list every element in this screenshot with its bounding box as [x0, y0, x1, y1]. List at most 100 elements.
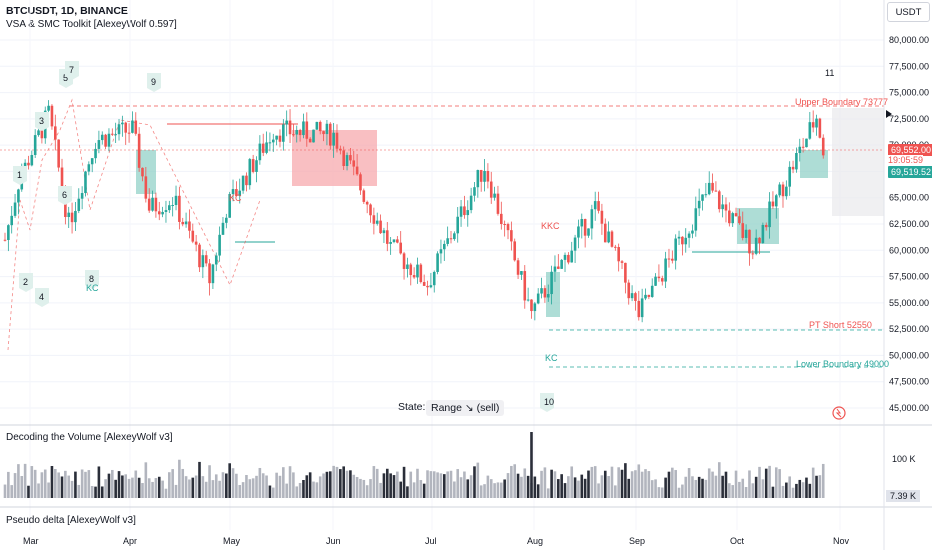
volume-bar: [731, 485, 734, 498]
time-axis[interactable]: Mar Apr May Jun Jul Aug Sep Oct Nov: [23, 536, 850, 546]
candle-body: [674, 238, 677, 261]
wave-label: 4: [39, 292, 44, 302]
volume-bar: [412, 482, 416, 498]
candle-body: [385, 230, 389, 244]
candle-body: [580, 218, 584, 227]
volume-bar: [70, 480, 74, 498]
candle-body: [214, 255, 218, 265]
volume-bar: [248, 479, 252, 498]
volume-bar: [10, 485, 14, 498]
volume-bar: [97, 466, 101, 498]
volume-bar: [271, 487, 275, 498]
candle-body: [774, 195, 778, 207]
volume-bar: [664, 477, 667, 498]
candle-body: [7, 225, 10, 240]
alert-icon[interactable]: [832, 406, 846, 420]
x-tick-label: Aug: [527, 536, 543, 546]
volume-bar: [597, 483, 600, 498]
volume-bar: [131, 477, 134, 498]
currency-selector[interactable]: USDT: [887, 2, 930, 22]
wave-label: 3: [39, 116, 44, 126]
candle-body: [131, 120, 134, 133]
wave-label: 7: [69, 65, 74, 75]
volume-bar: [583, 478, 587, 498]
volume-bar: [292, 472, 295, 498]
candle-body: [493, 193, 496, 198]
candle-body: [647, 294, 651, 297]
candle-body: [570, 250, 574, 263]
candle-body: [157, 211, 161, 215]
boundary-arrow-icon: [886, 110, 892, 118]
candle-body: [758, 237, 761, 244]
candle-body: [362, 190, 366, 202]
wave-label: 2: [23, 277, 28, 287]
volume-bar: [201, 476, 205, 498]
volume-bar: [261, 473, 265, 498]
volume-bar: [225, 473, 228, 498]
volume-bar: [771, 486, 775, 498]
candle-body: [151, 197, 154, 211]
volume-bar: [523, 468, 527, 498]
candle-body: [657, 276, 661, 279]
volume-bar: [764, 468, 768, 498]
candle-body: [811, 122, 815, 128]
volume-bar: [691, 476, 694, 498]
chart-symbol-title: BTCUSDT, 1D, BINANCE: [6, 5, 128, 17]
volume-bar: [416, 468, 419, 498]
volume-bar: [754, 476, 758, 498]
candle-body: [198, 244, 201, 268]
candle-body: [27, 162, 30, 166]
demand-zone-august: [546, 272, 560, 317]
volume-bar: [459, 477, 463, 498]
candle-body: [308, 138, 312, 143]
candle-body: [13, 202, 17, 216]
candle-body: [339, 148, 342, 151]
candle-body: [365, 201, 369, 205]
wave-path: [7, 98, 261, 351]
volume-bar: [744, 487, 748, 498]
volume-bar: [751, 483, 755, 498]
volume-bar: [510, 465, 513, 498]
volume-bar: [650, 480, 654, 498]
candle-body: [288, 120, 292, 135]
wave-badge: [35, 112, 49, 131]
volume-bar: [409, 471, 413, 498]
candle-body: [567, 254, 570, 263]
candle-body: [87, 164, 91, 172]
volume-bar: [375, 468, 379, 498]
volume-bar: [721, 475, 724, 498]
volume-bar: [43, 469, 47, 498]
volume-bar: [104, 479, 107, 498]
volume-bar: [332, 465, 335, 498]
volume-bar: [100, 486, 104, 498]
candle-body: [526, 299, 530, 301]
candle-body: [161, 211, 164, 215]
volume-bar: [456, 469, 460, 498]
candle-body: [225, 217, 228, 223]
candle-body: [650, 285, 654, 297]
state-badge: Range ↘ (sell): [426, 400, 505, 416]
volume-bar: [590, 466, 594, 498]
price-axis[interactable]: 80,000.0077,500.0075,000.0072,500.0070,0…: [889, 35, 929, 413]
candle-body: [731, 213, 734, 224]
volume-bar: [429, 471, 433, 498]
volume-bar: [821, 463, 825, 498]
wave-label: 11: [825, 68, 834, 78]
candle-body: [557, 266, 560, 269]
candle-body: [84, 171, 87, 194]
candle-body: [516, 260, 520, 275]
candle-body: [459, 206, 463, 217]
x-tick-label: Apr: [123, 536, 137, 546]
candle-body: [111, 133, 114, 135]
candle-body: [154, 197, 158, 212]
volume-bar: [228, 463, 231, 498]
candle-body: [248, 159, 252, 186]
candle-body: [687, 233, 691, 238]
candle-body: [496, 193, 500, 214]
candle-body: [506, 224, 510, 231]
volume-bar: [587, 470, 590, 498]
volume-bar: [526, 475, 530, 498]
candle-body: [124, 122, 128, 133]
candle-body: [231, 189, 235, 195]
